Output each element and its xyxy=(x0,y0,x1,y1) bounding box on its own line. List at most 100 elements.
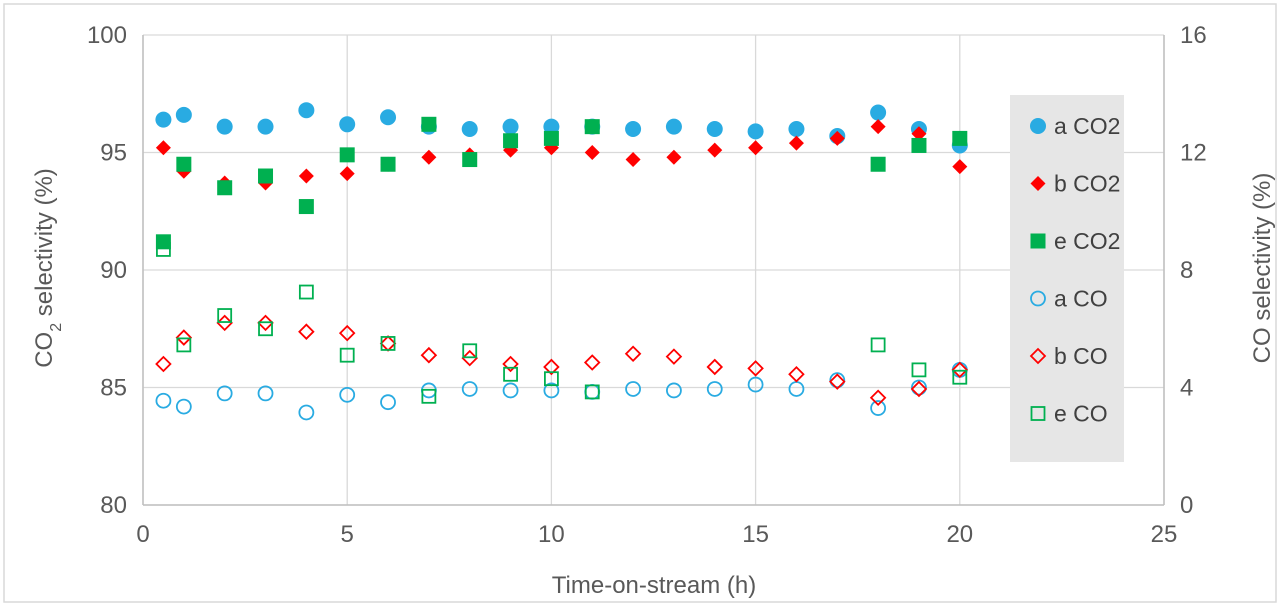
data-point xyxy=(380,156,396,172)
data-point xyxy=(257,385,274,402)
data-point xyxy=(624,345,642,362)
series-e-co2 xyxy=(155,116,968,250)
legend-marker xyxy=(1030,118,1046,134)
data-point xyxy=(706,121,723,137)
data-point xyxy=(420,346,438,364)
data-point xyxy=(583,354,601,371)
data-point xyxy=(666,149,682,165)
data-point xyxy=(707,142,723,158)
data-point xyxy=(258,168,274,184)
data-point xyxy=(543,118,560,135)
data-point xyxy=(788,135,804,151)
data-point xyxy=(706,358,724,376)
y-tick-left-label: 85 xyxy=(100,375,127,402)
y-tick-left-label: 80 xyxy=(100,492,127,519)
data-point xyxy=(829,372,846,389)
data-point xyxy=(339,166,355,182)
data-point xyxy=(747,360,764,377)
legend-item: b CO xyxy=(1029,343,1108,369)
legend-label: e CO xyxy=(1054,401,1108,427)
chart-border xyxy=(3,3,1277,603)
x-tick-label: 0 xyxy=(136,521,149,548)
data-point xyxy=(747,123,764,140)
data-point xyxy=(155,140,171,156)
data-point xyxy=(951,361,969,379)
data-point xyxy=(216,385,233,402)
data-point xyxy=(911,126,927,142)
data-point xyxy=(421,116,437,132)
legend-marker xyxy=(1030,406,1046,421)
y-tick-right-label: 8 xyxy=(1180,257,1193,284)
data-point xyxy=(339,386,356,403)
data-point xyxy=(216,118,233,135)
data-point xyxy=(175,398,192,415)
data-point xyxy=(747,376,764,393)
data-point xyxy=(666,382,682,399)
series-a-co2 xyxy=(155,102,968,154)
data-point xyxy=(155,392,172,409)
x-tick-label: 20 xyxy=(946,521,973,548)
data-point xyxy=(421,149,437,165)
data-point xyxy=(298,284,314,300)
y-tick-right-label: 12 xyxy=(1180,140,1207,167)
data-point xyxy=(829,130,845,146)
legend-item: b CO2 xyxy=(1030,171,1120,197)
data-point xyxy=(625,381,641,397)
data-point xyxy=(870,400,887,416)
data-point xyxy=(665,118,682,135)
data-point xyxy=(748,140,764,156)
legend: a CO2 b CO2 e CO2 a CO b CO e CO xyxy=(1010,95,1124,462)
data-point xyxy=(625,152,641,168)
legend-label: a CO2 xyxy=(1054,113,1120,139)
data-point xyxy=(339,347,355,363)
y-tick-right-label: 16 xyxy=(1180,22,1207,49)
data-point xyxy=(584,145,600,160)
data-point xyxy=(870,104,887,121)
data-point xyxy=(155,111,172,128)
legend-marker xyxy=(1030,290,1046,307)
legend-marker xyxy=(1030,233,1046,249)
data-point xyxy=(502,118,519,135)
data-point xyxy=(258,321,273,337)
y-axis-right-title: CO selectivity (%) xyxy=(1249,173,1276,364)
data-point xyxy=(544,371,559,387)
legend-label: a CO xyxy=(1054,286,1108,312)
x-tick-label: 10 xyxy=(538,521,565,548)
y-axis-left-title-prefix: CO xyxy=(31,332,58,368)
data-point xyxy=(380,336,396,351)
data-point xyxy=(829,373,846,390)
data-point xyxy=(952,159,968,175)
data-point xyxy=(788,121,805,137)
data-point xyxy=(502,382,519,399)
y-tick-right-label: 4 xyxy=(1180,375,1193,402)
data-point xyxy=(503,133,519,149)
data-point xyxy=(339,147,355,163)
data-point xyxy=(788,366,805,383)
data-point xyxy=(910,380,928,398)
data-point xyxy=(869,389,887,407)
x-tick-label: 5 xyxy=(341,521,354,548)
legend-marker xyxy=(1029,347,1047,365)
data-point xyxy=(176,156,192,172)
data-point xyxy=(380,109,397,126)
data-point xyxy=(584,119,600,135)
legend-label: e CO2 xyxy=(1054,228,1120,254)
legend-label: b CO xyxy=(1054,343,1108,369)
y-axis-left-title-suffix: selectivity (%) xyxy=(31,168,58,323)
x-tick-label: 15 xyxy=(742,521,769,548)
data-point xyxy=(216,314,233,332)
data-point xyxy=(952,130,968,146)
data-point xyxy=(298,102,315,119)
data-point xyxy=(298,168,314,184)
data-point xyxy=(911,362,927,378)
y-tick-right-label: 0 xyxy=(1180,492,1193,519)
series-b-co xyxy=(155,314,969,407)
data-point xyxy=(503,366,518,382)
data-point xyxy=(155,355,172,373)
legend-item: e CO xyxy=(1030,401,1108,427)
data-point xyxy=(665,348,683,365)
data-point xyxy=(338,324,356,342)
data-point xyxy=(176,337,192,353)
data-point xyxy=(421,388,437,404)
x-tick-label: 25 xyxy=(1151,521,1178,548)
